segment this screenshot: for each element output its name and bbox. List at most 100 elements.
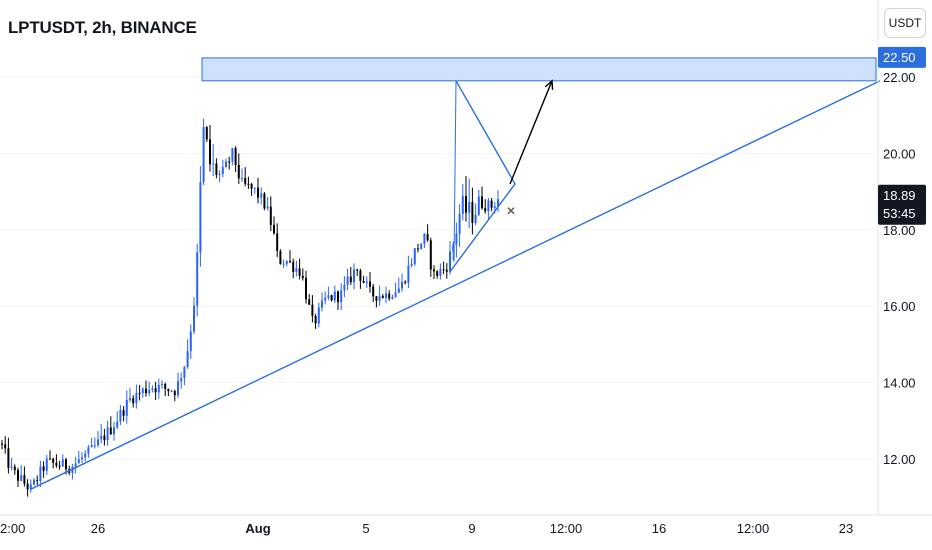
candle-body <box>493 206 496 208</box>
candle-body <box>55 462 58 466</box>
candle-body <box>58 465 61 467</box>
candle-body <box>327 295 330 298</box>
candle-body <box>209 139 211 165</box>
candle-body <box>225 161 227 168</box>
triangle-edge <box>453 80 457 262</box>
candle-body <box>471 201 474 223</box>
candle-body <box>401 281 403 289</box>
candle-body <box>359 270 362 281</box>
candle-body <box>279 251 282 265</box>
candle-body <box>161 384 163 386</box>
candle-body <box>385 293 387 298</box>
candle-body <box>212 163 215 165</box>
y-tick-label: 14.00 <box>883 376 916 391</box>
candle-body <box>276 233 279 252</box>
candle-body <box>295 268 298 272</box>
candle-body <box>244 177 247 184</box>
candle-body <box>87 447 90 454</box>
candle-body <box>49 458 51 460</box>
candle-body <box>10 466 13 468</box>
candle-body <box>33 479 35 485</box>
candle-body <box>74 463 77 467</box>
candle-body <box>81 457 83 460</box>
candle-body <box>308 299 311 305</box>
y-tick-label: 12.00 <box>883 452 916 467</box>
candle-body <box>61 459 64 467</box>
candle-body <box>167 388 170 392</box>
x-tick-label: Aug <box>245 521 270 536</box>
candle-body <box>397 288 400 293</box>
candle-body <box>324 297 327 301</box>
candle-body <box>157 384 160 393</box>
candle-body <box>282 263 285 265</box>
candle-body <box>250 183 253 189</box>
x-tick-label: 12:00 <box>737 521 770 536</box>
candle-body <box>285 261 288 264</box>
projection-arrow <box>509 80 553 185</box>
candle-body <box>356 269 359 271</box>
x-tick-label: 12:00 <box>550 521 583 536</box>
candle-body <box>481 196 483 209</box>
candle-body <box>420 243 423 250</box>
y-tick-label: 18.00 <box>883 223 916 238</box>
candle-body <box>404 281 407 283</box>
candle-body <box>452 244 455 252</box>
candle-body <box>247 183 250 185</box>
candle-body <box>122 410 125 416</box>
candle-body <box>458 213 461 234</box>
candle-body <box>257 187 259 198</box>
triangle-pattern <box>449 80 516 273</box>
candle-body <box>394 292 397 297</box>
candle-body <box>333 291 336 301</box>
candle-body <box>177 381 179 396</box>
candle-body <box>148 389 151 394</box>
ascending-trendline <box>29 80 881 491</box>
candle-body <box>199 182 202 253</box>
candle-body <box>455 233 458 245</box>
candle-body <box>39 466 42 481</box>
candle-body <box>202 127 205 183</box>
candle-body <box>484 208 487 212</box>
candle-body <box>186 351 189 368</box>
y-tick-label: 16.00 <box>883 299 916 314</box>
candle-body <box>253 187 256 189</box>
candle-body <box>497 199 499 207</box>
candle-body <box>193 305 195 332</box>
candle-body <box>97 439 99 446</box>
candle-body <box>426 233 429 241</box>
candle-body <box>353 269 355 283</box>
candle-body <box>218 174 221 176</box>
candle-body <box>141 388 144 394</box>
candle-body <box>337 291 339 303</box>
candle-body <box>343 284 346 291</box>
candle-body <box>90 445 93 448</box>
candle-body <box>429 240 432 270</box>
candle-body <box>26 483 29 490</box>
candle-body <box>106 427 109 441</box>
candle-body <box>4 444 7 449</box>
candle-body <box>314 316 317 324</box>
zone-price-label: 22.50 <box>883 50 916 65</box>
x-tick-label: 9 <box>468 521 475 536</box>
x-tick-label: 5 <box>362 521 369 536</box>
candle-body <box>330 295 333 301</box>
candle-body <box>228 161 231 163</box>
candle-body <box>23 475 26 484</box>
candle-body <box>173 391 176 396</box>
candle-body <box>180 378 183 382</box>
candle-body <box>154 388 157 393</box>
candle-body <box>145 388 147 394</box>
candle-body <box>52 458 55 463</box>
candle-body <box>231 148 234 162</box>
currency-button[interactable]: USDT <box>884 8 926 38</box>
x-tick-label: 16 <box>652 521 666 536</box>
candle-body <box>215 163 218 175</box>
candle-body <box>29 484 32 490</box>
candle-body <box>109 427 112 435</box>
candle-body <box>439 269 442 276</box>
candle-body <box>490 200 493 208</box>
candle-body <box>65 459 67 470</box>
candle-body <box>42 466 45 471</box>
